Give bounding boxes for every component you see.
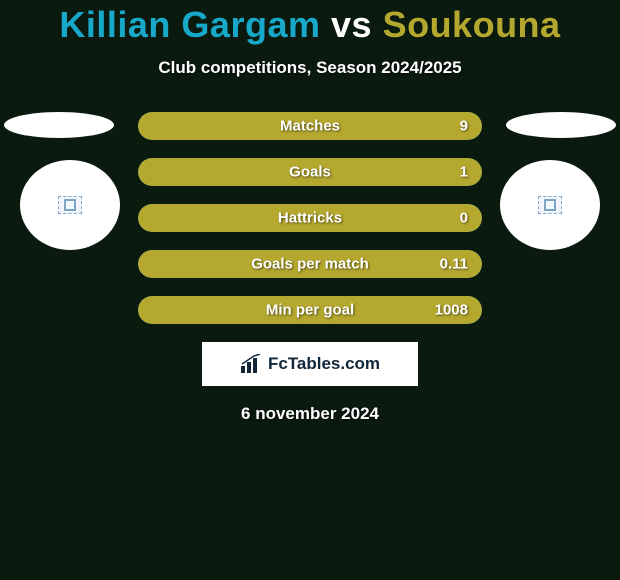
player2-name: Soukouna [383, 4, 561, 45]
player2-avatar-circle [500, 160, 600, 250]
logo-text: FcTables.com [268, 354, 380, 374]
fctables-logo[interactable]: FcTables.com [202, 342, 418, 386]
player1-name: Killian Gargam [59, 4, 320, 45]
chart-icon [240, 354, 262, 374]
stat-label: Goals [138, 164, 482, 181]
stat-value-player2: 1 [460, 164, 468, 181]
stat-label: Min per goal [138, 302, 482, 319]
comparison-bars: Matches9Goals1Hattricks0Goals per match0… [138, 112, 482, 324]
stat-value-player2: 1008 [435, 302, 468, 319]
stat-bar: Goals per match0.11 [138, 250, 482, 278]
player1-shadow-ellipse [4, 112, 114, 138]
stat-label: Goals per match [138, 256, 482, 273]
vs-text: vs [331, 4, 372, 45]
comparison-title: Killian Gargam vs Soukouna [0, 4, 620, 46]
stat-label: Matches [138, 118, 482, 135]
stat-value-player2: 0 [460, 210, 468, 227]
comparison-arena: Matches9Goals1Hattricks0Goals per match0… [0, 112, 620, 324]
player1-flag-placeholder [58, 196, 82, 214]
stat-bar: Matches9 [138, 112, 482, 140]
stat-bar: Hattricks0 [138, 204, 482, 232]
stat-value-player2: 9 [460, 118, 468, 135]
player1-avatar-circle [20, 160, 120, 250]
stat-label: Hattricks [138, 210, 482, 227]
subtitle: Club competitions, Season 2024/2025 [0, 58, 620, 78]
player2-flag-placeholder [538, 196, 562, 214]
stat-value-player2: 0.11 [440, 256, 468, 273]
stat-bar: Min per goal1008 [138, 296, 482, 324]
stat-bar: Goals1 [138, 158, 482, 186]
player2-shadow-ellipse [506, 112, 616, 138]
footer-date: 6 november 2024 [0, 404, 620, 424]
